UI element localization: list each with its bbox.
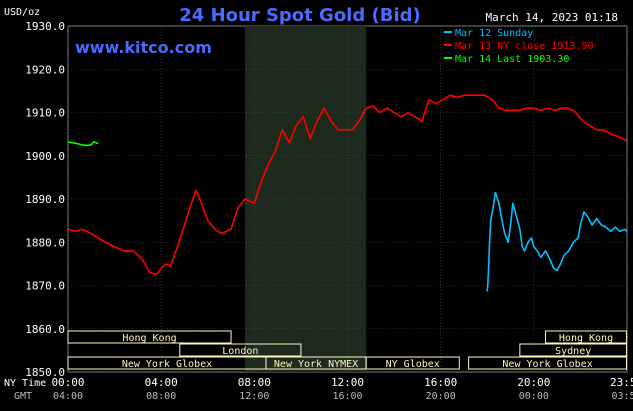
y-tick-label: 1920.0 [25, 63, 65, 76]
chart-title: 24 Hour Spot Gold (Bid) [179, 5, 420, 26]
x-tick-label-ny: 20:00 [517, 376, 550, 389]
session-label: Sydney [555, 346, 591, 357]
session-7: New York Globex [468, 356, 628, 370]
market-sessions: Hong Kong London New York Globex New York N… [67, 330, 628, 370]
series-lines [67, 94, 628, 292]
session-6: Sydney [519, 343, 628, 357]
x-tick-label-ny: 00:00 [51, 376, 84, 389]
y-tick-label: 1910.0 [25, 107, 65, 120]
session-label: New York Globex [122, 359, 212, 370]
y-tick-label: 1930.0 [25, 20, 65, 33]
session-1: London [179, 343, 302, 357]
x-tick-label-gmt: 08:00 [146, 391, 176, 402]
session-label: Hong Kong [122, 333, 176, 344]
x-tick-label-ny: 04:00 [145, 376, 178, 389]
x-tick-label-gmt: 12:00 [239, 391, 269, 402]
session-5: Hong Kong [544, 330, 628, 344]
series-line-0 [486, 191, 628, 292]
session-box [519, 343, 628, 357]
session-4: NY Globex [365, 356, 460, 370]
session-3: New York NYMEX [265, 356, 367, 370]
series-line-1 [67, 94, 627, 276]
y-tick-label: 1890.0 [25, 193, 65, 206]
x-tick-label-gmt: 16:00 [332, 391, 362, 402]
session-box [544, 330, 628, 344]
grid-lines [67, 25, 628, 373]
x-tick-label-ny: 08:00 [238, 376, 271, 389]
session-label: New York Globex [502, 359, 592, 370]
x-axis-tick-labels: 00:00 04:00 08:00 12:00 16:00 20:00 23:59 04:00… [4, 376, 633, 402]
series-line-2 [67, 141, 99, 147]
x-tick-label-gmt: 03:59 [611, 391, 633, 402]
session-label: London [222, 346, 258, 357]
x-row-label-gmt: GMT [14, 391, 32, 402]
x-tick-label-ny: 23:59 [610, 376, 633, 389]
chart-date: March 14, 2023 01:18 [486, 11, 618, 24]
x-row-label-ny: NY Time [4, 378, 46, 389]
session-label: NY Globex [386, 359, 440, 370]
x-tick-label-gmt: 00:00 [519, 391, 549, 402]
session-box [179, 343, 302, 357]
legend-entry: Mar 14 Last 1903.30 [455, 54, 569, 65]
y-tick-label: 1870.0 [25, 280, 65, 293]
y-unit-label: USD/oz [4, 7, 40, 18]
watermark: www.kitco.com [75, 38, 212, 57]
legend-entry: Mar 12 Sunday [455, 28, 533, 39]
x-tick-label-ny: 16:00 [424, 376, 457, 389]
x-tick-label-gmt: 04:00 [53, 391, 83, 402]
x-tick-label-ny: 12:00 [331, 376, 364, 389]
session-label: New York NYMEX [274, 359, 358, 370]
y-tick-label: 1850.0 [25, 366, 65, 379]
y-tick-label: 1860.0 [25, 323, 65, 336]
session-box [468, 356, 628, 370]
session-box [365, 356, 460, 370]
session-box [67, 330, 232, 344]
session-0: Hong Kong [67, 330, 232, 344]
y-axis-tick-labels: 1930.0 1920.0 1910.0 1900.0 1890.0 1880.0 1870… [25, 20, 65, 379]
x-tick-label-gmt: 20:00 [426, 391, 456, 402]
session-label: Hong Kong [559, 333, 613, 344]
legend-entry: Mar 13 NY close 1913.90 [455, 41, 593, 52]
legend: Mar 12 Sunday Mar 13 NY close 1913.90 Mar … [444, 28, 593, 65]
y-tick-label: 1900.0 [25, 150, 65, 163]
y-tick-label: 1880.0 [25, 236, 65, 249]
